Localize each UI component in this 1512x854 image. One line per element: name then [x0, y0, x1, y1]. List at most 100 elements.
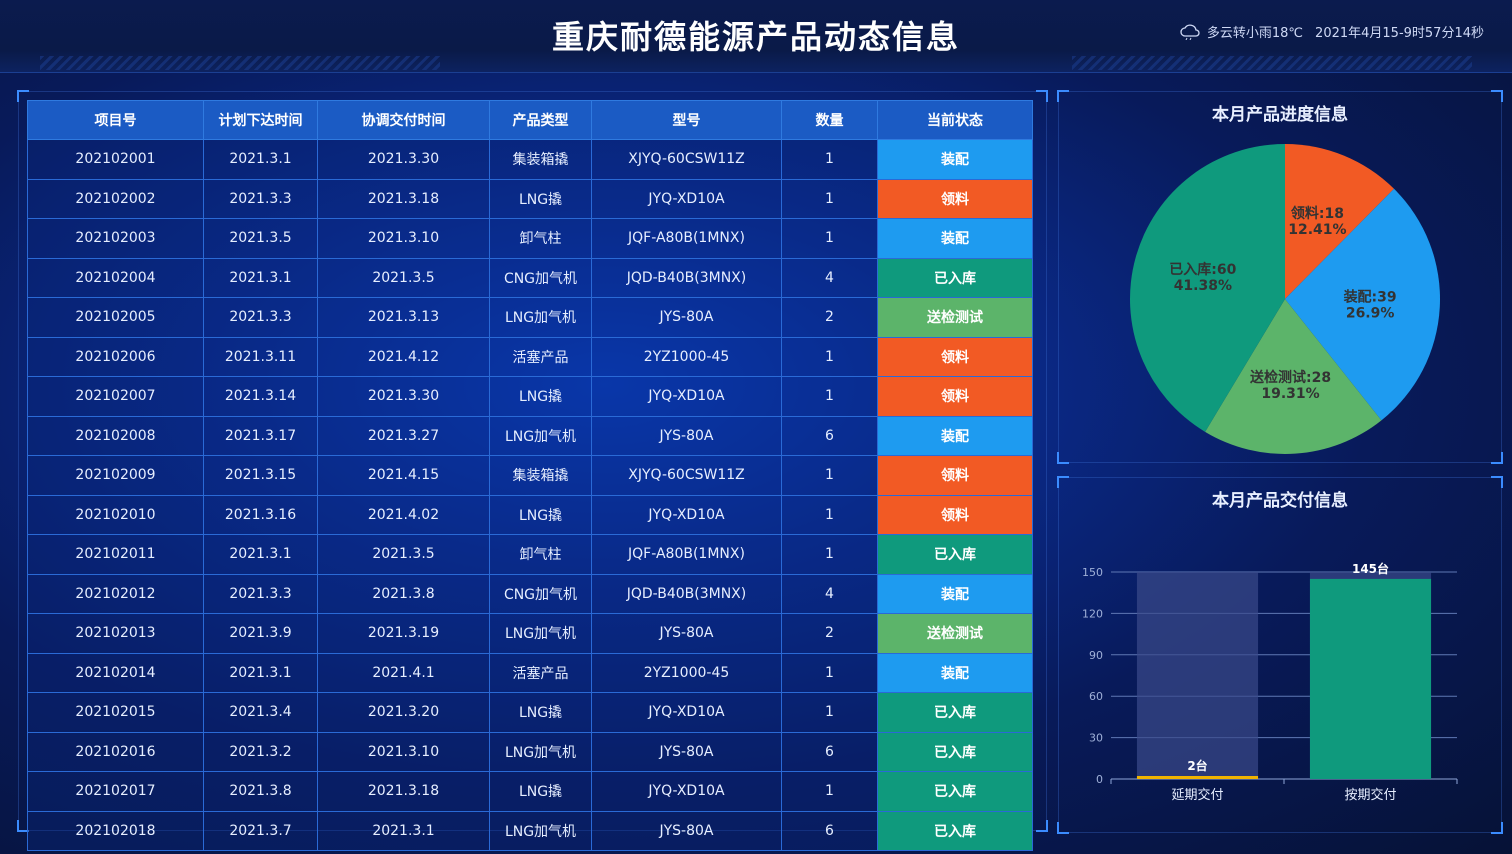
- cell-model: JYQ-XD10A: [591, 178, 782, 219]
- header-col-product-type: 产品类型: [489, 100, 592, 140]
- header-decoration-right: [1072, 56, 1472, 70]
- cell-project-id: 202102001: [27, 139, 204, 180]
- cell-delivery-time: 2021.3.10: [317, 731, 490, 772]
- cell-quantity: 1: [781, 376, 878, 417]
- bar-chart-title: 本月产品交付信息: [1212, 491, 1348, 511]
- status-badge: 装配: [877, 573, 1033, 614]
- cell-quantity: 4: [781, 573, 878, 614]
- cell-product-type: LNG加气机: [489, 297, 592, 338]
- pie-slice-2: [1205, 299, 1382, 454]
- cell-quantity: 1: [781, 494, 878, 535]
- x-category-label: 按期交付: [1344, 787, 1396, 803]
- cell-product-type: LNG撬: [489, 376, 592, 417]
- cell-product-type: CNG加气机: [489, 257, 592, 298]
- cell-plan-time: 2021.3.1: [203, 534, 318, 575]
- cell-delivery-time: 2021.3.20: [317, 692, 490, 733]
- pie-percent-3: 41.38%: [1174, 278, 1232, 294]
- cell-project-id: 202102014: [27, 652, 204, 693]
- cell-plan-time: 2021.3.3: [203, 297, 318, 338]
- status-badge: 领料: [877, 494, 1033, 535]
- cell-plan-time: 2021.3.3: [203, 573, 318, 614]
- cell-model: JYS-80A: [591, 297, 782, 338]
- cell-product-type: LNG加气机: [489, 415, 592, 456]
- table-row: 202102009 2021.3.15 2021.4.15 集装箱撬 XJYQ-60CS…: [27, 455, 1033, 496]
- table-body: 202102001 2021.3.1 2021.3.30 集装箱撬 XJYQ-60CSW…: [27, 139, 1033, 851]
- cell-project-id: 202102012: [27, 573, 204, 614]
- cell-model: JQF-A80B(1MNX): [591, 534, 782, 575]
- cell-product-type: 活塞产品: [489, 652, 592, 693]
- cell-project-id: 202102006: [27, 336, 204, 377]
- table-row: 202102002 2021.3.3 2021.3.18 LNG撬 JYQ-XD10A 1…: [27, 178, 1033, 219]
- bar-background: [1136, 572, 1259, 779]
- cell-model: JYS-80A: [591, 810, 782, 851]
- pie-slice-1: [1285, 188, 1440, 421]
- cell-delivery-time: 2021.3.18: [317, 771, 490, 812]
- pie-percent-1: 26.9%: [1346, 306, 1395, 322]
- table-row: 202102007 2021.3.14 2021.3.30 LNG撬 JYQ-XD10A…: [27, 376, 1033, 417]
- bar-panel-frame: 本月产品交付信息 0 30 60 90 120 150 2台 延期交付 145台 按期交付: [1057, 476, 1503, 834]
- cell-model: 2YZ1000-45: [591, 336, 782, 377]
- cell-plan-time: 2021.3.3: [203, 178, 318, 219]
- cell-product-type: LNG撬: [489, 178, 592, 219]
- bar-data-label: 145台: [1352, 561, 1389, 576]
- cell-project-id: 202102018: [27, 810, 204, 851]
- bar-data-label: 2台: [1187, 758, 1207, 773]
- cell-model: JYQ-XD10A: [591, 494, 782, 535]
- cell-plan-time: 2021.3.14: [203, 376, 318, 417]
- cell-model: JQD-B40B(3MNX): [591, 257, 782, 298]
- cell-product-type: 卸气柱: [489, 534, 592, 575]
- cell-quantity: 6: [781, 731, 878, 772]
- status-badge: 已入库: [877, 810, 1033, 851]
- cell-delivery-time: 2021.4.02: [317, 494, 490, 535]
- cell-delivery-time: 2021.3.19: [317, 613, 490, 654]
- cell-delivery-time: 2021.3.1: [317, 810, 490, 851]
- table-row: 202102011 2021.3.1 2021.3.5 卸气柱 JQF-A80B(1MN…: [27, 534, 1033, 575]
- y-tick-label: 0: [1096, 773, 1103, 786]
- header-col-model: 型号: [591, 100, 782, 140]
- weather-info: 多云转小雨18℃ 2021年4月15-9时57分14秒: [1179, 22, 1484, 41]
- cell-delivery-time: 2021.3.5: [317, 534, 490, 575]
- x-category-label: 延期交付: [1171, 787, 1223, 803]
- table-row: 202102015 2021.3.4 2021.3.20 LNG撬 JYQ-XD10A 1…: [27, 692, 1033, 733]
- table-row: 202102018 2021.3.7 2021.3.1 LNG加气机 JYS-80A 6 已…: [27, 810, 1033, 851]
- cell-model: JYQ-XD10A: [591, 771, 782, 812]
- cell-project-id: 202102008: [27, 415, 204, 456]
- pie-panel-frame: 本月产品进度信息 领料:18 12.41% 装配:39 26.9% 送检测试:28 19.…: [1057, 90, 1503, 464]
- cell-delivery-time: 2021.3.13: [317, 297, 490, 338]
- cell-product-type: CNG加气机: [489, 573, 592, 614]
- datetime-text: 2021年4月15-9时57分14秒: [1315, 26, 1484, 41]
- status-badge: 已入库: [877, 771, 1033, 812]
- cell-plan-time: 2021.3.1: [203, 139, 318, 180]
- cell-plan-time: 2021.3.4: [203, 692, 318, 733]
- cell-model: XJYQ-60CSW11Z: [591, 139, 782, 180]
- status-badge: 装配: [877, 415, 1033, 456]
- cell-plan-time: 2021.3.1: [203, 257, 318, 298]
- cell-product-type: LNG加气机: [489, 731, 592, 772]
- cell-delivery-time: 2021.3.5: [317, 257, 490, 298]
- table-row: 202102012 2021.3.3 2021.3.8 CNG加气机 JQD-B40B(…: [27, 573, 1033, 614]
- pie-label-3: 已入库:60: [1169, 261, 1236, 278]
- cell-project-id: 202102004: [27, 257, 204, 298]
- cell-project-id: 202102013: [27, 613, 204, 654]
- cell-model: JYS-80A: [591, 613, 782, 654]
- pie-chart-title: 本月产品进度信息: [1212, 105, 1348, 125]
- cell-plan-time: 2021.3.1: [203, 652, 318, 693]
- cell-quantity: 6: [781, 810, 878, 851]
- table-row: 202102004 2021.3.1 2021.3.5 CNG加气机 JQD-B40B(…: [27, 257, 1033, 298]
- cell-plan-time: 2021.3.11: [203, 336, 318, 377]
- y-tick-label: 90: [1089, 649, 1103, 662]
- cell-product-type: 集装箱撬: [489, 455, 592, 496]
- page-title: 重庆耐德能源产品动态信息: [551, 18, 960, 56]
- cell-product-type: LNG加气机: [489, 810, 592, 851]
- pie-slice-0: [1285, 144, 1395, 299]
- cell-project-id: 202102007: [27, 376, 204, 417]
- status-badge: 装配: [877, 139, 1033, 180]
- cell-quantity: 1: [781, 336, 878, 377]
- pie-label-0: 领料:18: [1291, 205, 1344, 222]
- cell-delivery-time: 2021.4.1: [317, 652, 490, 693]
- y-tick-label: 120: [1082, 607, 1103, 620]
- status-badge: 已入库: [877, 731, 1033, 772]
- cell-quantity: 2: [781, 297, 878, 338]
- cell-plan-time: 2021.3.2: [203, 731, 318, 772]
